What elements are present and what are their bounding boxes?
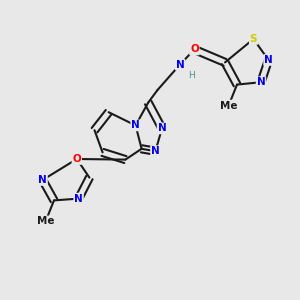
Text: Me: Me [220,100,237,111]
Text: N: N [151,146,160,156]
Text: N: N [256,77,266,87]
Text: N: N [264,55,273,65]
Text: O: O [190,44,199,55]
Text: N: N [131,120,140,130]
Text: H: H [187,70,196,81]
Text: O: O [72,154,81,164]
Text: N: N [176,59,184,70]
Text: N: N [74,194,83,204]
Text: S: S [250,34,257,44]
Text: H: H [188,71,195,80]
Text: N: N [158,123,166,134]
Text: Me: Me [37,216,54,226]
Text: N: N [38,175,47,185]
